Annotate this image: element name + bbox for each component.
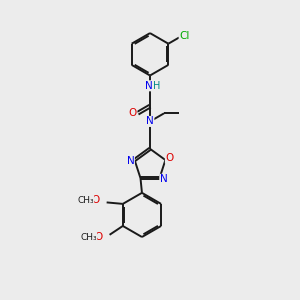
Text: Cl: Cl (179, 31, 190, 41)
Text: O: O (165, 153, 174, 163)
Text: CH₃: CH₃ (80, 233, 97, 242)
Text: O: O (91, 195, 100, 205)
Text: O: O (94, 232, 103, 242)
Text: H: H (153, 81, 160, 91)
Text: N: N (160, 174, 167, 184)
Text: O: O (129, 108, 137, 118)
Text: CH₃: CH₃ (77, 196, 94, 205)
Text: N: N (127, 156, 134, 166)
Text: N: N (146, 116, 154, 126)
Text: N: N (145, 81, 153, 91)
